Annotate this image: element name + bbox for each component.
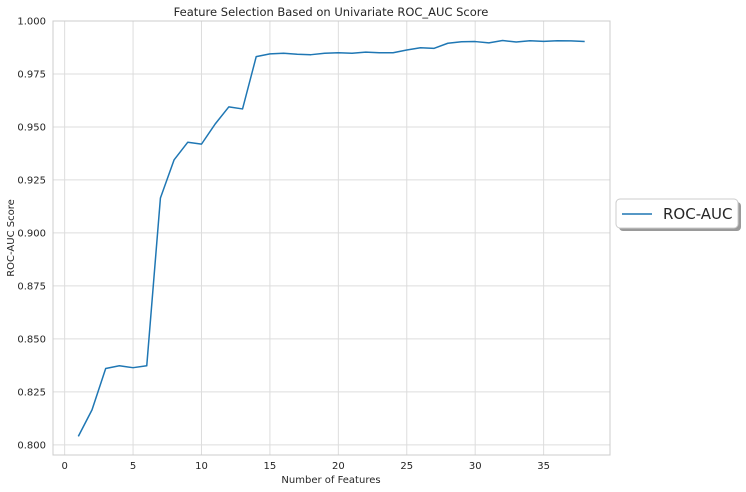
- y-axis-label: ROC-AUC Score: [6, 199, 17, 277]
- grid: [53, 20, 610, 455]
- y-tick-label: 1.000: [17, 17, 46, 28]
- x-tick-label: 10: [195, 461, 208, 472]
- y-tick-label: 0.825: [17, 387, 46, 398]
- x-axis-label: Number of Features: [281, 475, 380, 486]
- x-tick-label: 5: [130, 461, 136, 472]
- y-tick-label: 0.925: [17, 175, 46, 186]
- y-tick-label: 0.875: [17, 281, 46, 292]
- plot-frame: [52, 20, 611, 456]
- y-tick-label: 0.950: [17, 122, 46, 133]
- chart-title: Feature Selection Based on Univariate RO…: [174, 5, 489, 19]
- y-tick-label: 0.900: [17, 228, 46, 239]
- y-tick-label: 0.800: [17, 440, 46, 451]
- y-tick-label: 0.975: [17, 69, 46, 80]
- x-tick-label: 35: [537, 461, 550, 472]
- series-line-roc-auc: [77, 39, 585, 437]
- x-tick-label: 15: [264, 461, 277, 472]
- x-tick-label: 30: [469, 461, 482, 472]
- legend-label: ROC-AUC: [663, 205, 733, 223]
- x-tick-label: 20: [332, 461, 345, 472]
- x-tick-label: 0: [61, 461, 67, 472]
- y-tick-label: 0.850: [17, 334, 46, 345]
- series-group: [77, 39, 585, 437]
- tick-labels: 0 5 10 15 20 25 30 35 0.800 0.825 0.850 0.875 0.900 0…: [17, 17, 550, 473]
- legend-box: [615, 198, 739, 229]
- legend[interactable]: ROC-AUC: [615, 198, 741, 231]
- x-tick-label: 25: [400, 461, 413, 472]
